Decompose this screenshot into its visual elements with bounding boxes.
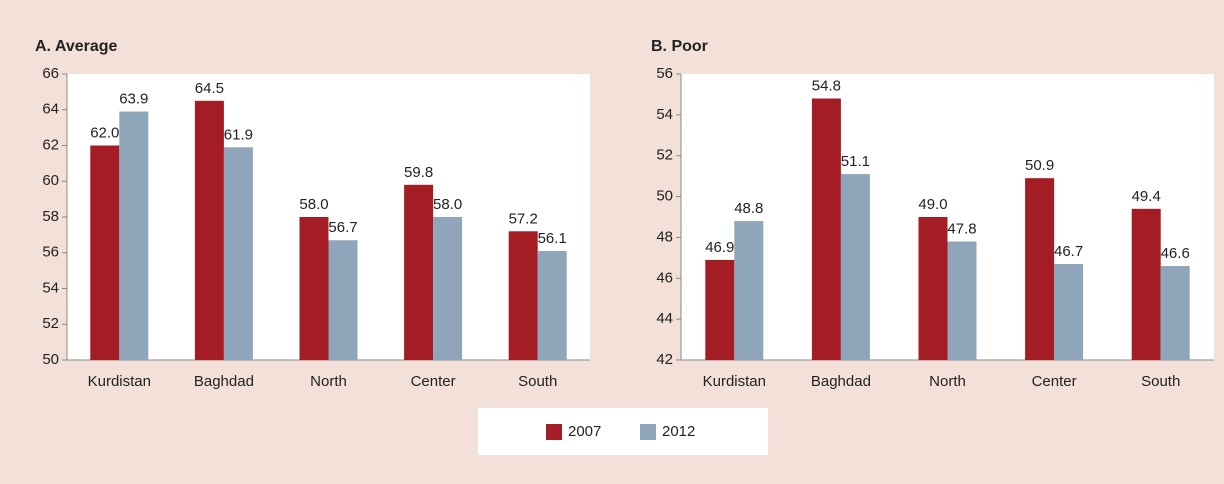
bar <box>537 250 567 360</box>
data-label: 61.9 <box>224 126 253 143</box>
bar <box>811 98 841 360</box>
legend-swatch <box>546 424 562 440</box>
bar <box>1054 263 1084 360</box>
legend-swatch <box>640 424 656 440</box>
data-label: 50.9 <box>1025 157 1054 174</box>
bar <box>508 231 538 360</box>
y-tick-label: 52 <box>42 315 59 332</box>
y-tick-label: 58 <box>42 208 59 225</box>
data-label: 54.8 <box>812 77 841 94</box>
data-label: 59.8 <box>404 164 433 181</box>
data-label: 56.7 <box>328 219 357 236</box>
data-label: 51.1 <box>841 153 870 170</box>
y-tick-label: 50 <box>42 351 59 368</box>
legend <box>478 408 768 455</box>
bar <box>223 147 253 360</box>
bar <box>194 100 224 360</box>
x-tick-label: North <box>310 373 347 390</box>
bar <box>299 217 329 360</box>
y-tick-label: 56 <box>42 244 59 261</box>
bar <box>404 184 434 360</box>
data-label: 57.2 <box>509 210 538 227</box>
x-tick-label: Baghdad <box>194 373 254 390</box>
data-label: 64.5 <box>195 80 224 97</box>
y-tick-label: 44 <box>656 310 673 327</box>
chart-title: A. Average <box>35 38 118 55</box>
data-label: 58.0 <box>299 196 328 213</box>
y-tick-label: 62 <box>42 136 59 153</box>
data-label: 48.8 <box>734 200 763 217</box>
x-tick-label: Kurdistan <box>703 373 766 390</box>
y-tick-label: 52 <box>656 147 673 164</box>
bar <box>90 145 120 360</box>
bar <box>1131 208 1161 360</box>
y-tick-label: 66 <box>42 65 59 82</box>
y-tick-label: 48 <box>656 228 673 245</box>
y-tick-label: 42 <box>656 351 673 368</box>
bar <box>705 259 735 360</box>
bar <box>433 217 463 360</box>
legend-label: 2012 <box>662 423 695 440</box>
bar <box>840 174 870 360</box>
y-tick-label: 64 <box>42 101 59 118</box>
y-tick-label: 50 <box>656 188 673 205</box>
data-label: 58.0 <box>433 196 462 213</box>
chart-title: B. Poor <box>651 38 708 55</box>
x-tick-label: South <box>1141 373 1180 390</box>
bar <box>734 221 764 360</box>
x-tick-label: South <box>518 373 557 390</box>
bar <box>1160 266 1190 360</box>
y-tick-label: 60 <box>42 172 59 189</box>
bar <box>947 241 977 360</box>
bar <box>1025 178 1055 360</box>
y-tick-label: 54 <box>656 106 673 123</box>
y-tick-label: 56 <box>656 65 673 82</box>
data-label: 47.8 <box>947 220 976 237</box>
x-tick-label: Kurdistan <box>88 373 151 390</box>
data-label: 46.6 <box>1161 245 1190 262</box>
y-tick-label: 46 <box>656 269 673 286</box>
data-label: 49.4 <box>1132 188 1161 205</box>
x-tick-label: Center <box>411 373 456 390</box>
data-label: 62.0 <box>90 124 119 141</box>
data-label: 56.1 <box>538 230 567 247</box>
y-tick-label: 54 <box>42 279 59 296</box>
legend-label: 2007 <box>568 423 601 440</box>
x-tick-label: North <box>929 373 966 390</box>
bar <box>119 111 149 360</box>
data-label: 46.9 <box>705 239 734 256</box>
bar <box>328 240 358 360</box>
x-tick-label: Baghdad <box>811 373 871 390</box>
data-label: 63.9 <box>119 91 148 108</box>
data-label: 46.7 <box>1054 243 1083 260</box>
bar <box>918 217 948 360</box>
data-label: 49.0 <box>918 196 947 213</box>
x-tick-label: Center <box>1032 373 1077 390</box>
